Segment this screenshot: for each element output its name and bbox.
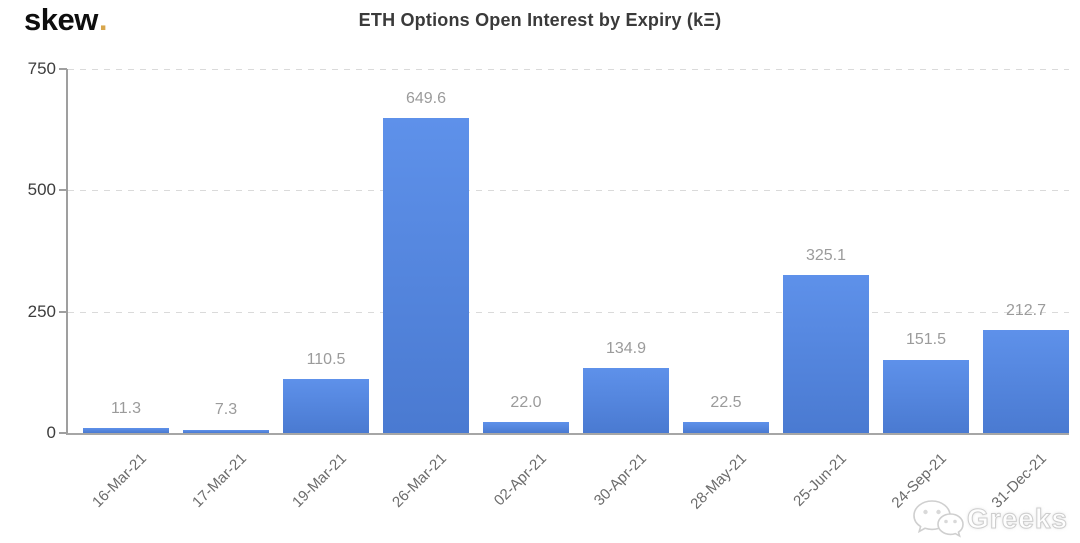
y-tick-750	[59, 68, 67, 70]
skew-logo: skew.	[24, 2, 107, 38]
watermark-text: Greeks	[967, 503, 1068, 535]
x-tick-label: 17-Mar-21	[189, 450, 251, 511]
x-tick-label: 19-Mar-21	[289, 450, 351, 511]
gridline-750	[68, 69, 1069, 70]
watermark: Greeks	[911, 497, 1068, 541]
gridline-250	[68, 311, 1069, 313]
bar-value-label: 11.3	[111, 399, 141, 417]
wechat-icon	[913, 500, 964, 538]
x-tick-label: 30-Apr-21	[590, 450, 651, 510]
gridline-500	[68, 190, 1069, 192]
bar-19-Mar-21[interactable]	[283, 379, 369, 433]
y-tick-0	[59, 432, 67, 434]
x-tick-label: 25-Jun-21	[790, 450, 851, 510]
bar-value-label: 7.3	[214, 401, 238, 419]
bar-16-Mar-21[interactable]	[83, 427, 169, 433]
chart-title: ETH Options Open Interest by Expiry (kΞ)	[358, 10, 722, 30]
x-tick-label: 02-Apr-21	[490, 450, 551, 510]
bar-02-Apr-21[interactable]	[483, 422, 569, 433]
logo-text: skew	[24, 2, 98, 37]
bar-26-Mar-21[interactable]	[383, 117, 469, 433]
x-tick-label: 28-May-21	[687, 450, 751, 513]
y-tick-500	[59, 189, 67, 192]
bar-value-label: 134.9	[605, 339, 647, 357]
bar-25-Jun-21[interactable]	[783, 275, 869, 433]
bar-value-label: 212.7	[1005, 301, 1047, 319]
bar-24-Sep-21[interactable]	[883, 359, 969, 433]
y-tick-label-750: 750	[27, 59, 56, 78]
x-tick-label: 26-Mar-21	[389, 450, 451, 511]
bar-17-Mar-21[interactable]	[183, 429, 269, 433]
bar-30-Apr-21[interactable]	[583, 367, 669, 433]
y-tick-label-500: 500	[27, 180, 56, 200]
bar-31-Dec-21[interactable]	[983, 329, 1069, 433]
x-tick-label: 16-Mar-21	[89, 450, 151, 511]
bar-value-label: 151.5	[905, 331, 947, 349]
bar-28-May-21[interactable]	[683, 422, 769, 433]
y-tick-label-0: 0	[46, 423, 56, 442]
bar-value-label: 110.5	[306, 351, 346, 369]
bar-value-label: 22.5	[710, 394, 742, 412]
bar-value-label: 649.6	[405, 89, 447, 107]
bar-value-label: 22.0	[510, 394, 542, 412]
plot-area: 750 500 250 0 11.3 16-Mar-21 7.3 17-Mar-21 110.5…	[28, 59, 1069, 513]
bar-value-label: 325.1	[805, 247, 847, 265]
y-tick-label-250: 250	[27, 301, 56, 321]
y-tick-250	[59, 310, 67, 313]
logo-dot: .	[98, 2, 108, 37]
